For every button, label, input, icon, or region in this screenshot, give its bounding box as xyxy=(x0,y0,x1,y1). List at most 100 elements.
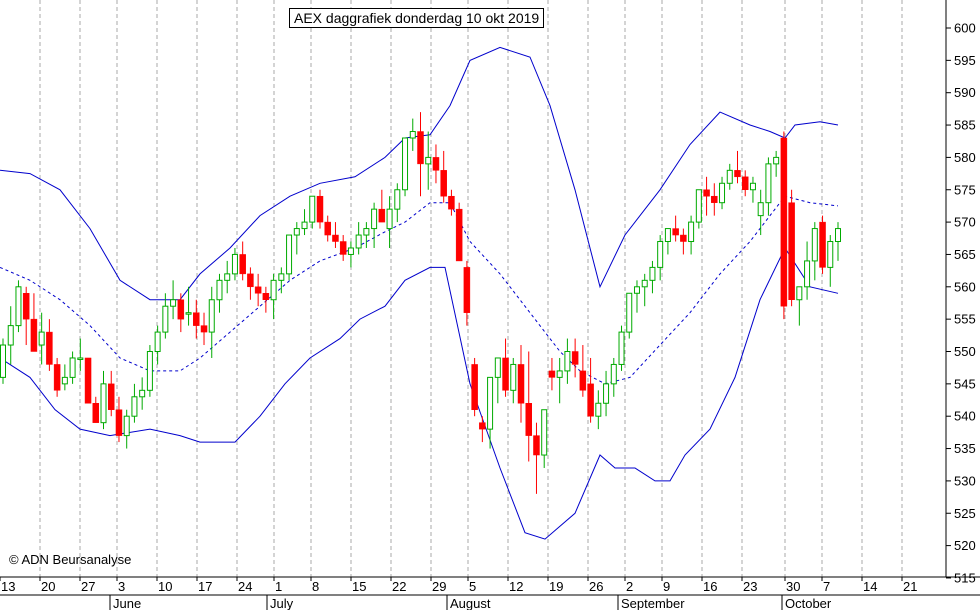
candle-body-up xyxy=(363,228,370,236)
candle-body-down xyxy=(262,293,270,300)
candle-body-up xyxy=(69,357,76,378)
candle-body-down xyxy=(571,351,579,365)
candlestick xyxy=(270,273,277,320)
candlestick xyxy=(463,260,471,326)
candle-body-up xyxy=(154,331,161,352)
x-tick-label: 1 xyxy=(275,579,282,594)
candle-body-up xyxy=(719,182,726,204)
candle-body-up xyxy=(541,409,548,456)
candlestick xyxy=(788,189,795,307)
candlestick xyxy=(92,396,100,423)
candle-body-down xyxy=(525,403,532,436)
candle-body-down xyxy=(316,195,324,223)
x-tick-label: 17 xyxy=(198,579,212,594)
candlestick xyxy=(502,338,509,397)
candle-body-up xyxy=(162,305,169,333)
candle-body-up xyxy=(146,351,153,391)
candle-body-down xyxy=(92,403,100,423)
candle-body-up xyxy=(347,247,354,255)
candlestick xyxy=(749,176,756,203)
candlestick xyxy=(107,370,115,417)
x-tick-label: 2 xyxy=(626,579,633,594)
candle-body-up xyxy=(185,312,192,315)
x-tick-label: 21 xyxy=(903,579,917,594)
candlestick xyxy=(371,202,378,248)
candle-body-up xyxy=(595,402,602,417)
y-tick-label: 560 xyxy=(954,279,976,294)
candle-body-down xyxy=(517,364,525,404)
candle-body-up xyxy=(170,299,177,307)
candlestick xyxy=(309,195,316,229)
candlestick xyxy=(7,306,14,365)
candlestick xyxy=(30,293,38,352)
candle-body-up xyxy=(688,221,695,243)
candle-body-up xyxy=(510,363,517,391)
candle-body-up xyxy=(603,383,610,404)
candle-body-up xyxy=(773,156,780,165)
candle-body-up xyxy=(409,131,416,139)
candlestick xyxy=(386,196,393,248)
x-tick-label: 20 xyxy=(41,579,55,594)
candle-body-up xyxy=(371,208,378,230)
upper-band-line xyxy=(0,46,839,301)
candle-body-up xyxy=(301,221,308,230)
candlestick xyxy=(402,137,409,197)
candlestick xyxy=(139,377,146,410)
month-label: July xyxy=(270,596,294,610)
candlestick xyxy=(154,325,161,365)
candle-body-up xyxy=(38,331,45,346)
candle-body-up xyxy=(618,331,625,365)
candle-body-up xyxy=(835,228,841,243)
candlestick xyxy=(278,267,285,294)
candle-body-down xyxy=(587,383,594,417)
lower-band-line xyxy=(0,246,839,540)
candle-body-down xyxy=(548,370,556,378)
candlestick xyxy=(610,357,617,397)
candlestick xyxy=(726,163,733,190)
candlestick xyxy=(131,383,138,423)
candle-body-up xyxy=(827,241,834,268)
candle-body-up xyxy=(286,234,293,275)
candlestick xyxy=(363,222,370,248)
candle-body-down xyxy=(502,357,509,391)
candle-body-up xyxy=(278,273,285,281)
candlestick xyxy=(455,202,463,262)
x-tick-label: 23 xyxy=(743,579,757,594)
candlestick xyxy=(216,273,223,313)
candlestick xyxy=(811,222,818,281)
candle-body-down xyxy=(30,318,38,352)
candlestick xyxy=(541,409,548,468)
candle-body-up xyxy=(765,163,772,204)
candlestick xyxy=(618,325,625,371)
candle-body-up xyxy=(0,344,6,378)
candlestick xyxy=(247,267,254,300)
candlestick xyxy=(61,364,68,391)
candle-body-down xyxy=(703,189,710,197)
candle-body-up xyxy=(757,202,764,217)
candlestick xyxy=(417,112,424,197)
x-tick-label: 10 xyxy=(158,579,172,594)
candle-body-up xyxy=(564,351,571,372)
candle-body-up xyxy=(796,286,803,301)
candlestick xyxy=(633,280,640,313)
month-label: June xyxy=(113,596,141,610)
candlestick xyxy=(239,241,246,281)
y-tick-label: 570 xyxy=(954,215,976,230)
candle-body-down xyxy=(332,234,339,242)
candle-body-up xyxy=(231,253,238,275)
candlestick xyxy=(146,345,153,397)
x-tick-label: 27 xyxy=(81,579,95,594)
month-label: August xyxy=(450,596,491,610)
candlestick xyxy=(286,234,293,281)
candle-body-down xyxy=(22,293,30,320)
candlestick xyxy=(324,215,331,242)
middle-band-line xyxy=(0,195,839,385)
candlestick xyxy=(479,416,486,443)
candlestick xyxy=(231,247,238,281)
candle-body-up xyxy=(131,396,138,417)
x-tick-label: 24 xyxy=(238,579,252,594)
candlestick xyxy=(672,215,679,242)
candle-body-up xyxy=(224,273,231,281)
candle-body-up xyxy=(355,234,362,249)
candle-body-down xyxy=(200,325,208,333)
